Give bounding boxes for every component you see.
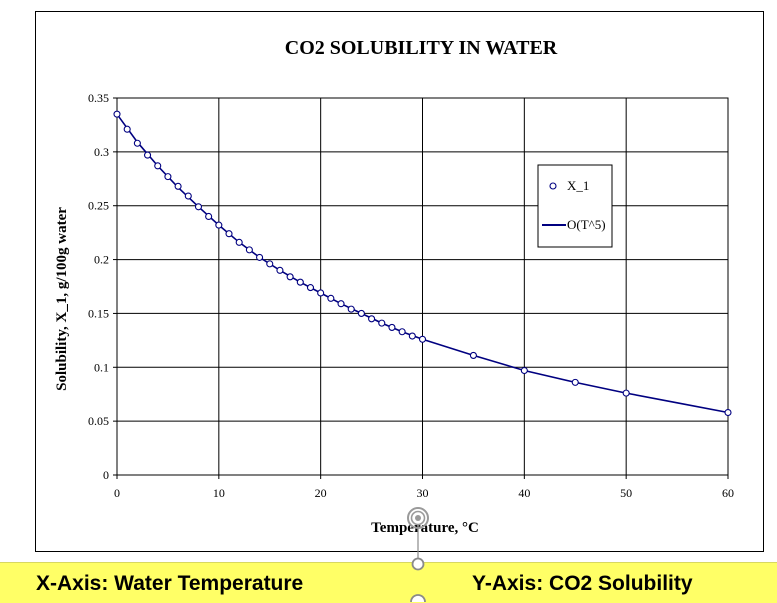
x-tick-label: 50 — [620, 486, 632, 500]
rotate-handle-icon[interactable] — [407, 507, 429, 529]
data-point — [245, 246, 253, 254]
data-point — [520, 366, 528, 375]
data-point — [123, 125, 131, 133]
data-point — [327, 294, 335, 302]
data-point — [398, 328, 406, 336]
series-markers-x1 — [113, 110, 732, 417]
data-point — [347, 305, 355, 313]
data-point — [571, 378, 579, 386]
data-point — [225, 230, 233, 238]
data-point — [622, 389, 630, 397]
data-point — [378, 319, 386, 327]
x-tick-labels: 0 10 20 30 40 50 60 — [114, 475, 734, 500]
grid-lines — [116, 97, 729, 476]
x-tick-label: 0 — [114, 486, 120, 500]
data-point — [388, 323, 396, 331]
data-point — [235, 238, 243, 246]
data-point — [144, 151, 152, 159]
data-point — [184, 192, 192, 200]
data-point — [133, 139, 141, 147]
data-point — [337, 300, 345, 308]
legend-label-x1: X_1 — [567, 178, 589, 193]
y-tick-label: 0.25 — [88, 199, 109, 213]
data-point — [174, 182, 182, 190]
legend: X_1 O(T^5) — [537, 164, 613, 248]
y-tick-label: 0.35 — [88, 91, 109, 105]
data-point — [469, 351, 477, 359]
y-tick-label: 0.3 — [94, 145, 109, 159]
x-tick-label: 40 — [518, 486, 530, 500]
data-point — [317, 289, 325, 297]
data-point — [266, 260, 274, 268]
data-point — [418, 335, 427, 343]
data-point — [724, 408, 732, 417]
data-point — [113, 110, 121, 118]
data-point — [276, 266, 284, 274]
legend-box — [537, 164, 613, 248]
data-point — [194, 203, 203, 211]
y-tick-labels: 0 0.05 0.1 0.15 0.2 0.25 0.3 0.35 — [88, 91, 117, 482]
x-tick-label: 20 — [315, 486, 327, 500]
data-point — [205, 212, 213, 221]
x-tick-label: 60 — [722, 486, 734, 500]
data-point — [306, 284, 315, 292]
data-point — [286, 273, 294, 281]
y-tick-label: 0 — [103, 468, 109, 482]
y-tick-label: 0.05 — [88, 414, 109, 428]
data-point — [215, 221, 223, 229]
y-axis-caption: Y-Axis: CO2 Solubility — [472, 572, 693, 595]
data-point — [256, 253, 264, 261]
y-tick-label: 0.15 — [88, 306, 109, 320]
x-tick-label: 30 — [417, 486, 429, 500]
y-tick-label: 0.1 — [94, 360, 109, 374]
x-tick-label: 10 — [213, 486, 225, 500]
chart-title: CO2 SOLUBILITY IN WATER — [285, 37, 558, 59]
data-point — [154, 162, 162, 170]
y-tick-label: 0.2 — [94, 253, 109, 267]
resize-handle-icon[interactable] — [411, 557, 425, 571]
chart-frame: CO2 SOLUBILITY IN WATER 0 0.05 0.1 0.15 0.2 0… — [35, 11, 764, 552]
chart-canvas: CO2 SOLUBILITY IN WATER 00.050.10.150.20… — [54, 37, 734, 536]
data-point — [368, 315, 376, 323]
data-point — [357, 309, 365, 317]
caption-bar: X-Axis: Water Temperature Y-Axis: CO2 So… — [0, 562, 777, 603]
legend-marker-icon — [549, 182, 557, 190]
legend-label-fit: O(T^5) — [567, 217, 606, 232]
x-axis-caption: X-Axis: Water Temperature — [36, 572, 304, 595]
resize-handle-lower-icon[interactable] — [410, 594, 426, 602]
data-point — [164, 173, 172, 181]
y-axis-label: Solubility, X_1, g/100g water — [54, 207, 70, 391]
data-point — [408, 332, 416, 340]
x-axis-label: Temperature, °C — [371, 520, 479, 536]
data-point — [296, 278, 304, 286]
